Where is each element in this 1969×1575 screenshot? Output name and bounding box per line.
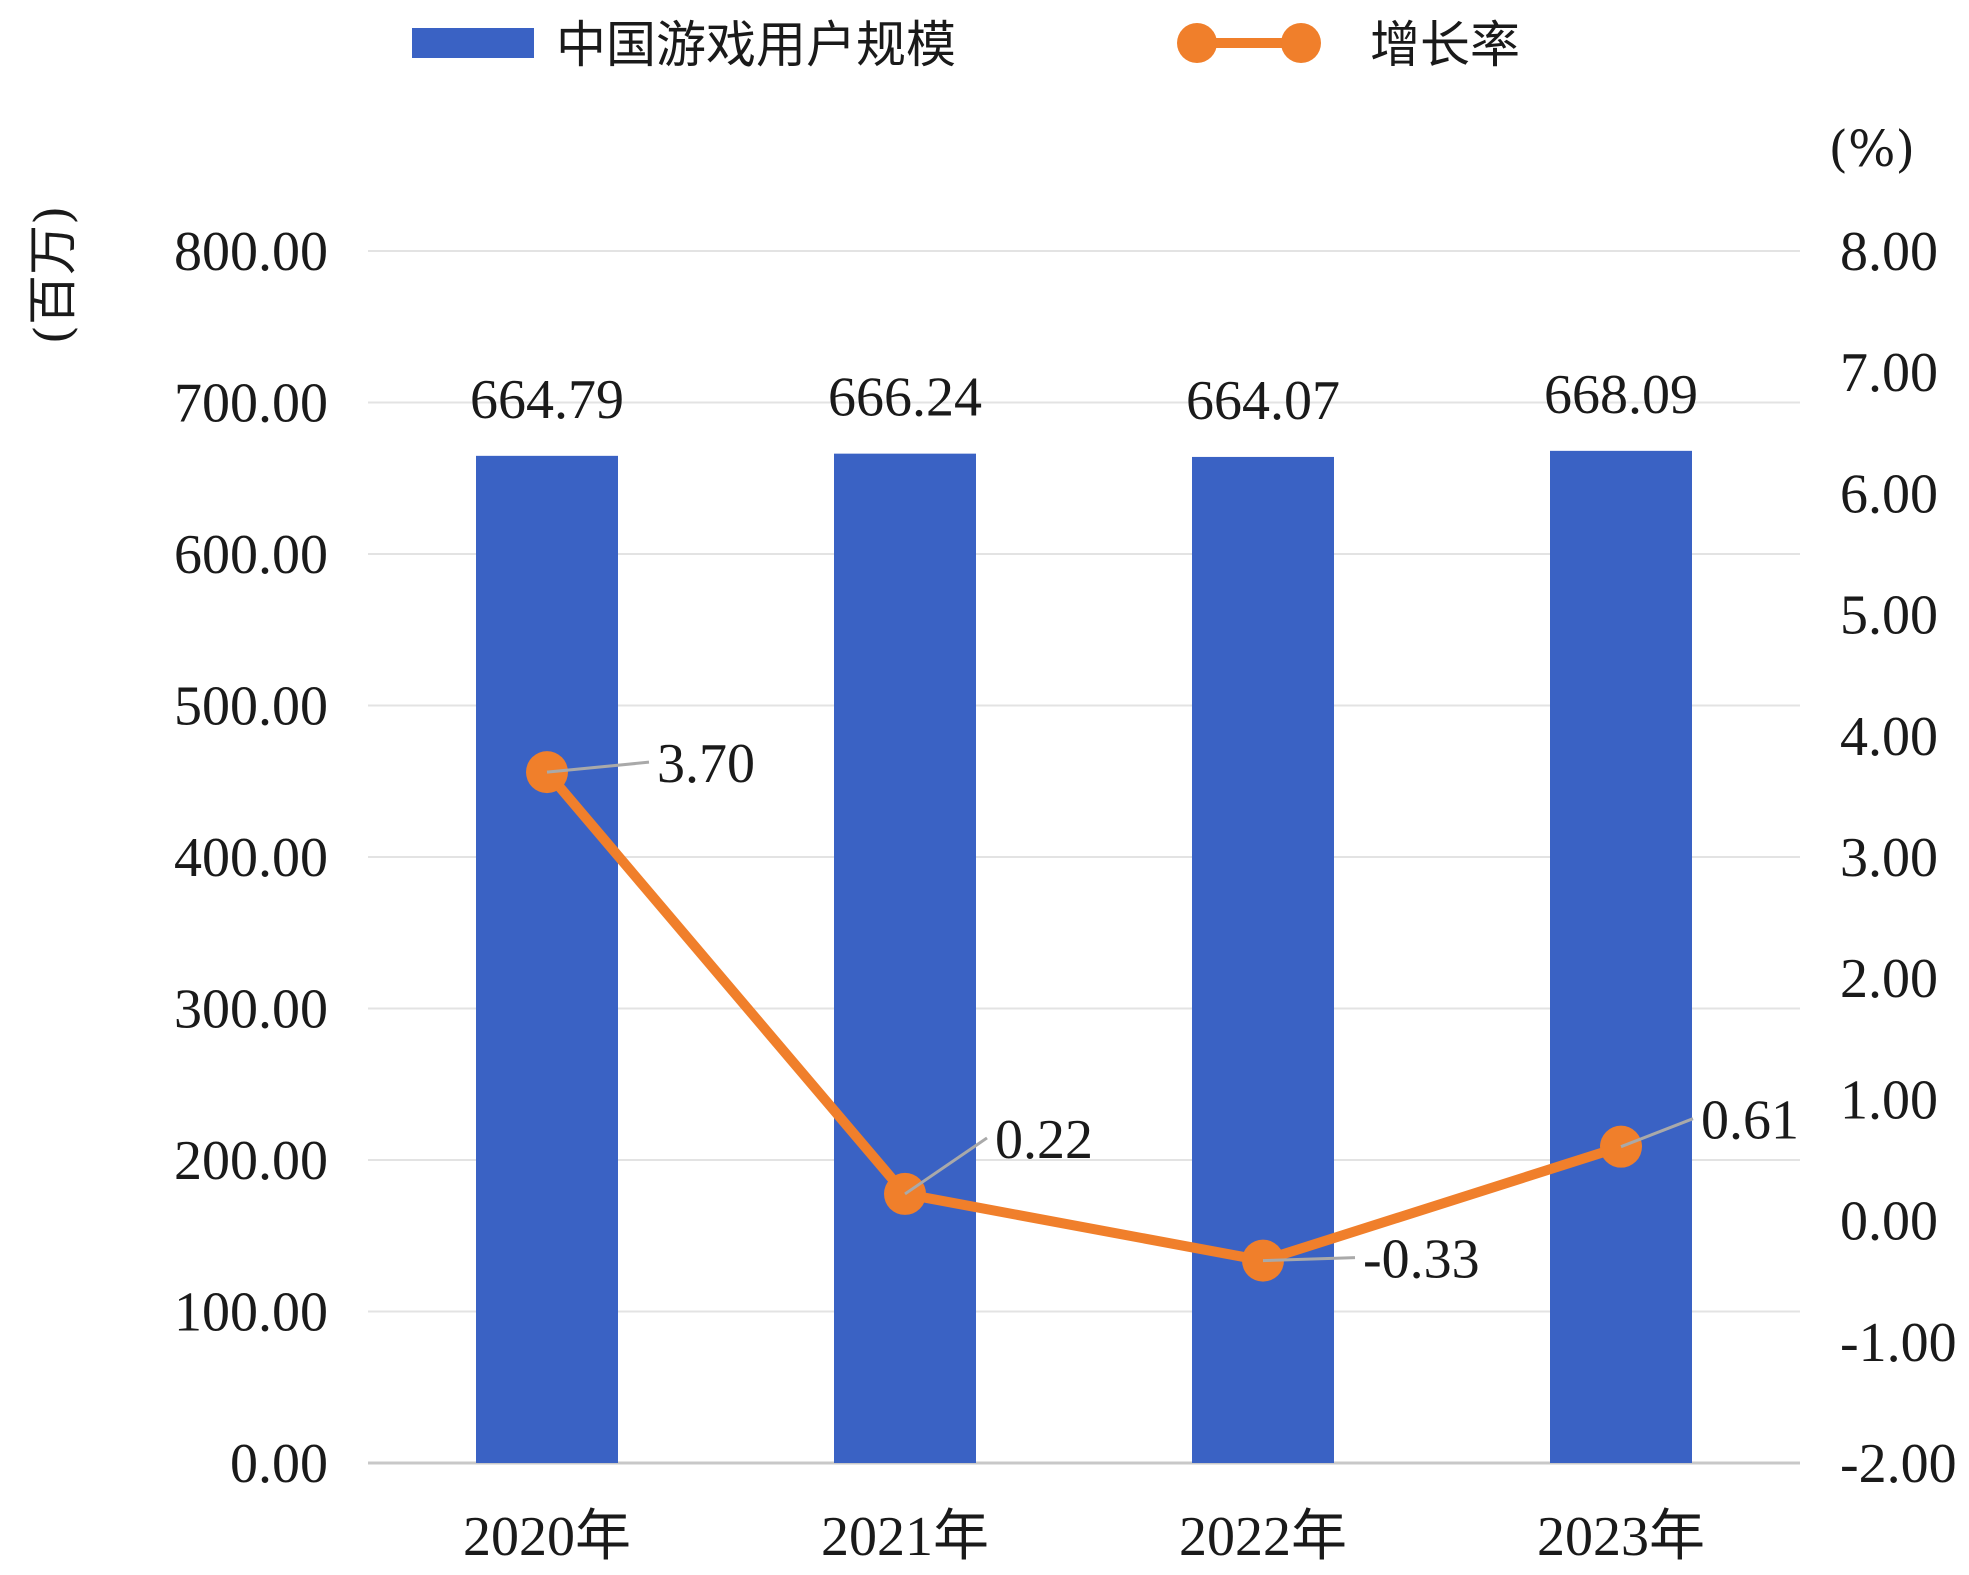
bar: [1550, 450, 1692, 1464]
y-right-tick-label: 5.00: [1840, 585, 1938, 647]
y-right-tick-label: -1.00: [1840, 1312, 1957, 1374]
data-labels: 664.79 666.24 664.07 668.09 3.70 0.22 -0.33 0.6…: [470, 364, 1799, 1291]
growth-rate-line: [542, 767, 1626, 1266]
legend-swatch-bar: [412, 28, 534, 58]
y-right-tick-label: 2.00: [1840, 948, 1938, 1010]
y-left-tick-label: 200.00: [174, 1130, 328, 1192]
line-series: [526, 751, 1642, 1282]
bar: [834, 453, 976, 1464]
y-left-tick-label: 600.00: [174, 524, 328, 586]
line-value-label: 3.70: [657, 733, 755, 795]
legend-marker-2: [1281, 23, 1321, 63]
bar-value-label: 664.79: [470, 369, 624, 431]
y-right-tick-label: 3.00: [1840, 827, 1938, 889]
bar: [476, 455, 618, 1463]
x-tick-label: 2022年: [1179, 1506, 1347, 1568]
y-right-tick-label: -2.00: [1840, 1433, 1957, 1495]
x-tick-label: 2020年: [463, 1506, 631, 1568]
bar-value-label: 668.09: [1544, 364, 1698, 426]
y-left-tick-label: 100.00: [174, 1282, 328, 1344]
y-left-tick-label: 500.00: [174, 676, 328, 738]
y-left-tick-label: 300.00: [174, 979, 328, 1041]
y-left-tick-label: 400.00: [174, 827, 328, 889]
leader-line: [1262, 1256, 1356, 1263]
y-left-tick-label: 700.00: [174, 373, 328, 435]
right-axis-unit: (%): [1828, 120, 1915, 178]
line-value-label: -0.33: [1363, 1229, 1480, 1291]
y-left-tick-label: 800.00: [174, 221, 328, 283]
leader-line: [1620, 1117, 1694, 1149]
axes: 0.00 100.00 200.00 300.00 400.00 500.00 600.00…: [174, 221, 1957, 1568]
bar: [1192, 456, 1334, 1463]
y-right-tick-label: 1.00: [1840, 1069, 1938, 1131]
leader-line: [904, 1136, 988, 1196]
y-right-tick-label: 4.00: [1840, 706, 1938, 768]
legend: 中国游戏用户规模 增长率: [412, 16, 1520, 74]
leader-line: [546, 760, 650, 774]
y-right-tick-label: 7.00: [1840, 342, 1938, 404]
y-right-tick-label: 6.00: [1840, 463, 1938, 525]
bar-value-label: 666.24: [828, 367, 982, 429]
y-right-tick-label: 0.00: [1840, 1191, 1938, 1253]
left-axis-unit: (百万): [24, 205, 82, 344]
bar-value-label: 664.07: [1186, 370, 1340, 432]
legend-marker-1: [1177, 23, 1217, 63]
legend-label-bar: 中国游戏用户规模: [556, 16, 956, 74]
y-right-tick-label: 8.00: [1840, 221, 1938, 283]
x-tick-label: 2023年: [1537, 1506, 1705, 1568]
line-value-label: 0.61: [1701, 1090, 1799, 1152]
legend-label-line: 增长率: [1370, 16, 1520, 74]
y-left-tick-label: 0.00: [230, 1433, 328, 1495]
x-tick-label: 2021年: [821, 1506, 989, 1568]
bar-series: [476, 450, 1692, 1464]
line-value-label: 0.22: [995, 1109, 1093, 1171]
